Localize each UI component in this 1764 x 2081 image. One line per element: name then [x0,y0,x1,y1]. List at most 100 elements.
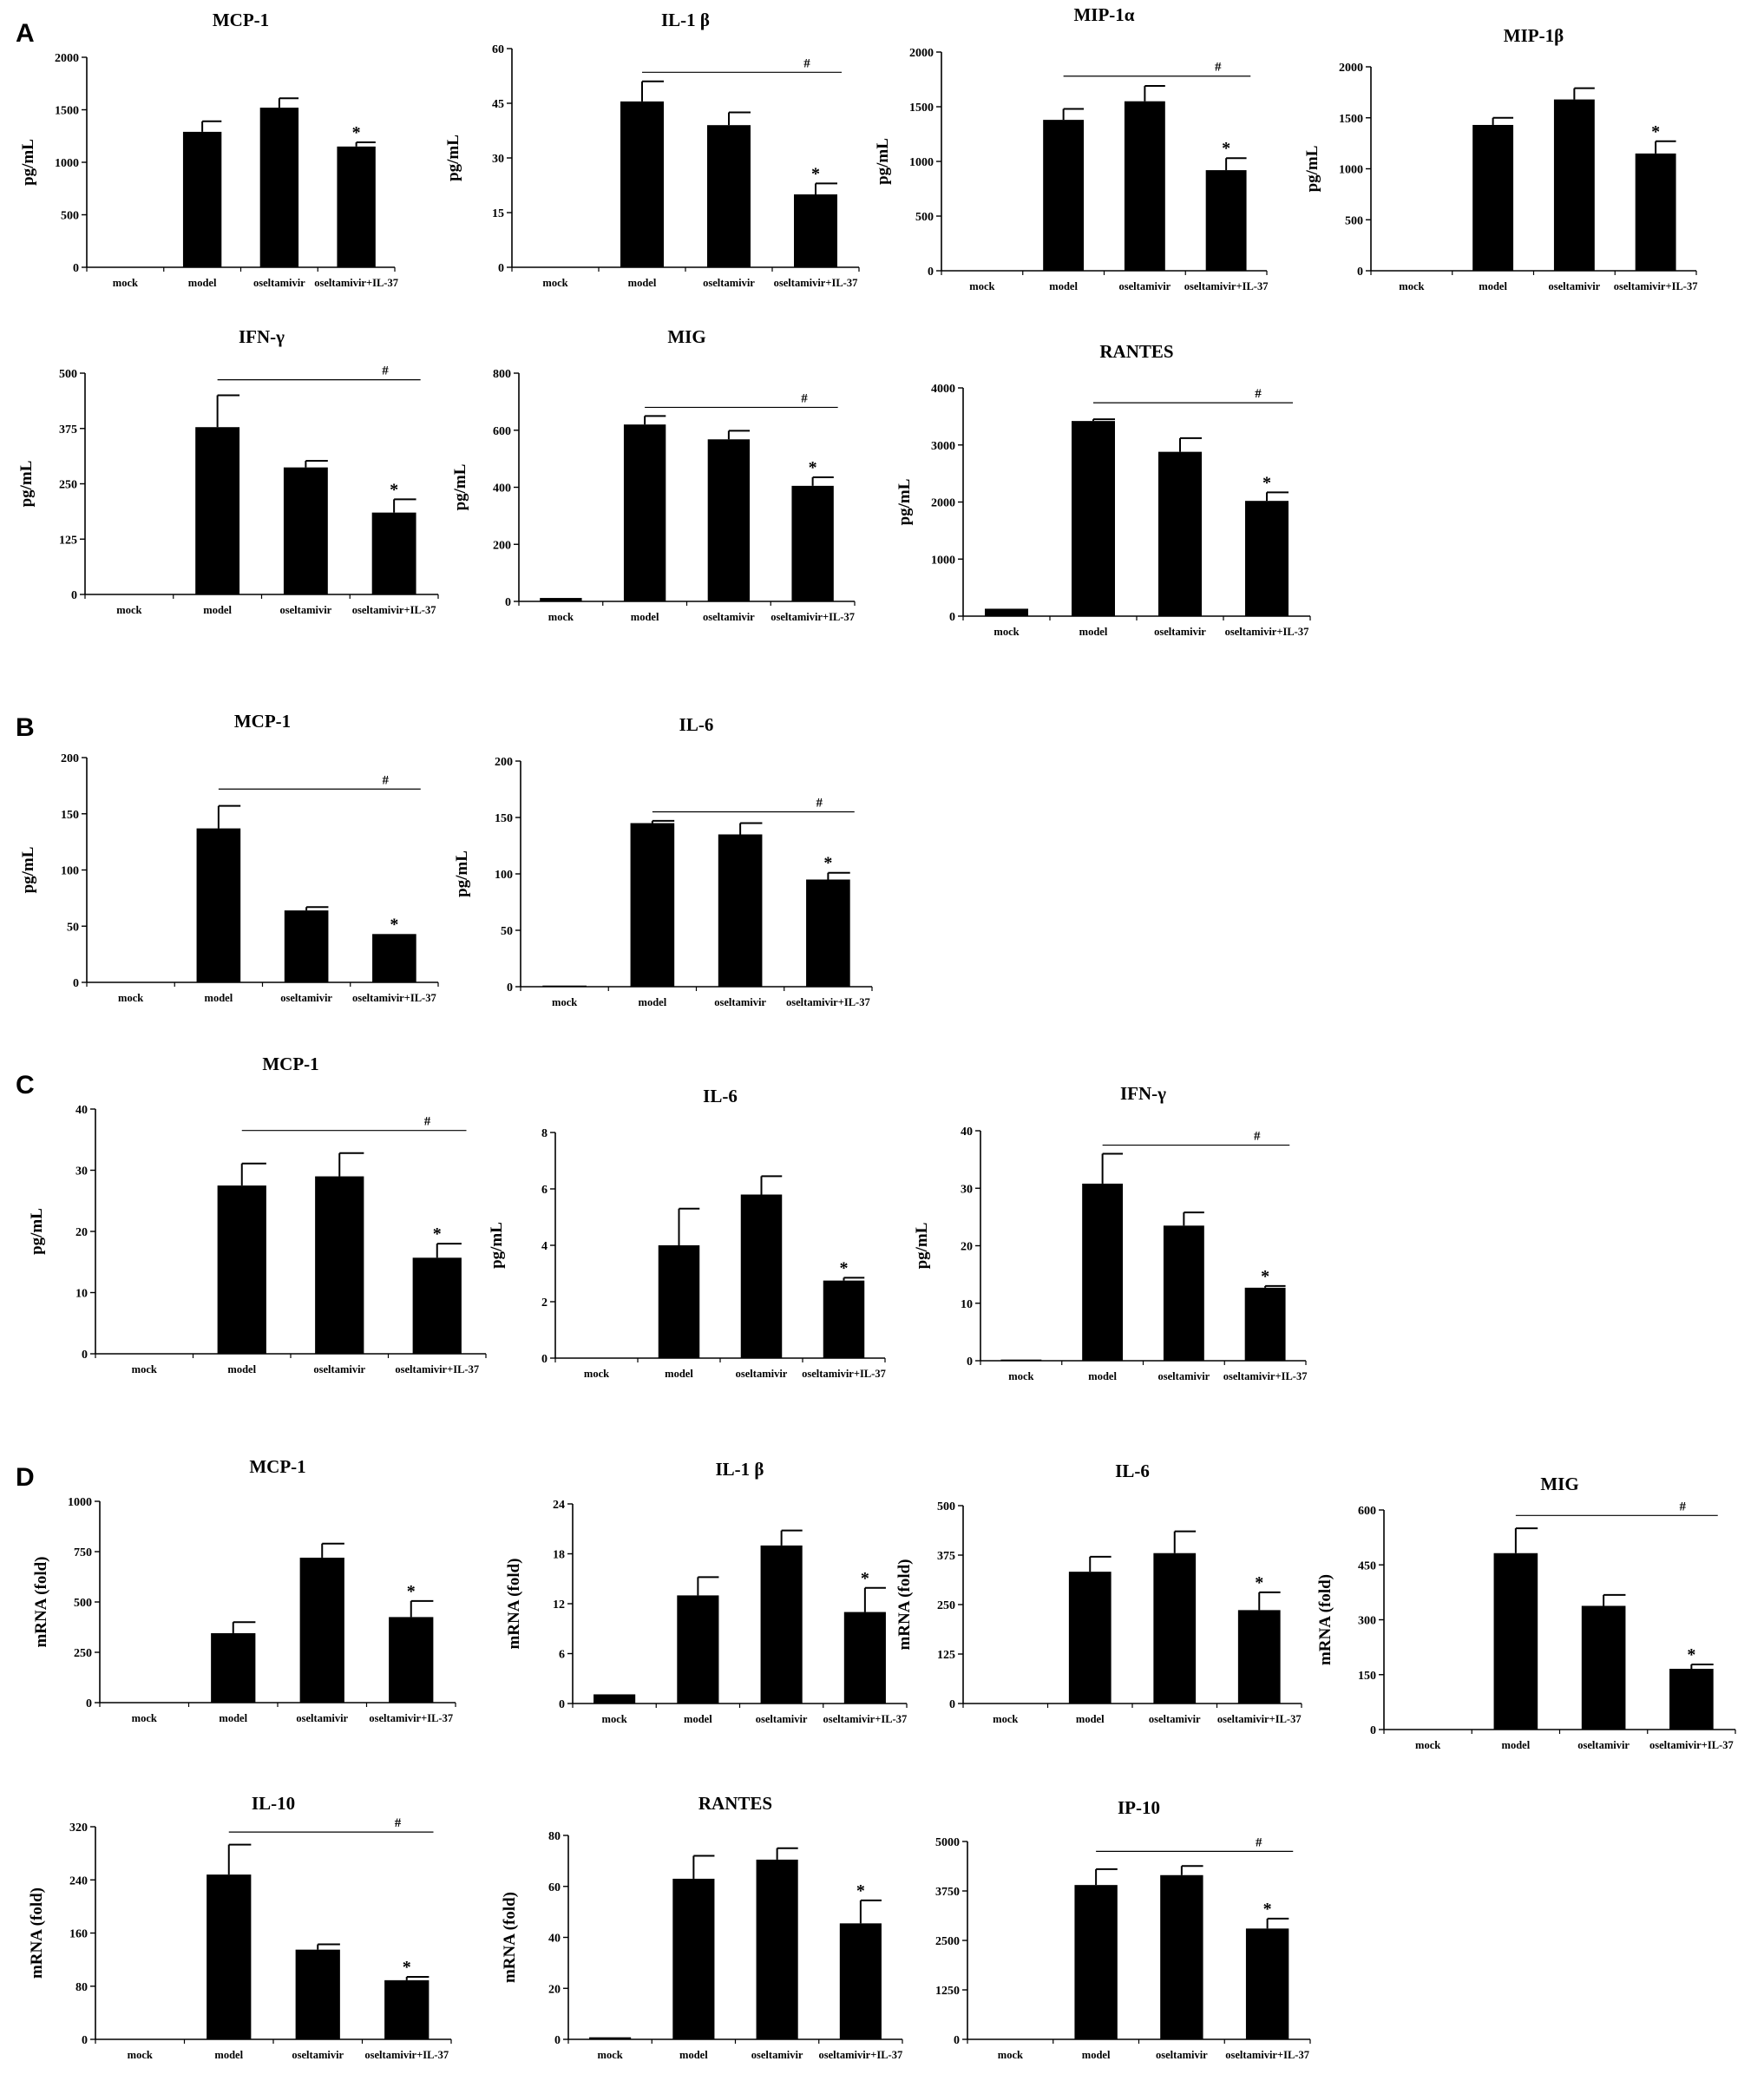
chart-1-mcp-1-category-label: oseltamivir [253,277,305,289]
chart-4-mip-1-category-label: model [1479,280,1507,292]
chart-1-mcp-1-category-label: oseltamivir+IL-37 [314,277,398,289]
chart-13-mcp-1-significance-star: * [407,1582,416,1601]
chart-6-mig-category-label: oseltamivir+IL-37 [771,611,855,623]
chart-12-ifn-category-label: oseltamivir [1158,1370,1210,1382]
chart-10-mcp-1-ylabel: pg/mL [28,1208,46,1255]
chart-1-mcp-1-ytick-label: 1000 [55,157,79,170]
chart-13-mcp-1-title: MCP-1 [249,1456,305,1477]
chart-10-mcp-1-bar-model [217,1185,266,1354]
chart-13-mcp-1-ytick-label: 250 [74,1647,92,1660]
chart-18-rantes-significance-star: * [856,1881,865,1900]
chart-5-ifn-bar-oseltamivir [283,467,328,594]
chart-5-ifn-ytick-label: 125 [59,534,77,547]
chart-14-il-1-significance-star: * [861,1569,869,1588]
chart-2-il-1-bar-oseltamivir [707,125,751,267]
chart-13-mcp-1-ytick-label: 500 [74,1597,92,1610]
chart-18-rantes-category-label: mock [598,2049,623,2061]
chart-7-rantes-ytick-label: 3000 [931,440,955,453]
chart-8-mcp-1-hash-mark: # [383,773,390,787]
chart-1-mcp-1-ytick-label: 0 [73,262,79,275]
chart-9-il-6-bar-model [630,823,675,987]
chart-10-mcp-1-category-label: mock [132,1363,157,1375]
chart-4-mip-1-category-label: oseltamivir+IL-37 [1614,280,1698,292]
chart-18-rantes-ytick-label: 40 [548,1933,561,1946]
chart-18-rantes-category-label: oseltamivir [751,2049,803,2061]
chart-5-ifn-bar-model [195,427,240,594]
chart-15-il-6-category-label: model [1076,1713,1105,1725]
chart-10-mcp-1-ytick-label: 30 [75,1165,88,1178]
chart-2-il-1-ytick-label: 15 [492,207,504,220]
chart-4-mip-1: MIP-1β pg/mL 0 500 1000 1500 2000 mock model osel… [1303,25,1697,292]
chart-16-mig-category-label: oseltamivir [1577,1739,1630,1751]
chart-3-mip-1-category-label: mock [969,280,994,292]
chart-14-il-1-ytick-label: 24 [553,1499,565,1512]
chart-2-il-1-title: IL-1 β [661,10,710,30]
chart-9-il-6-ytick-label: 0 [507,981,513,995]
chart-2-il-1-category-label: oseltamivir+IL-37 [774,277,858,289]
chart-7-rantes: RANTES pg/mL 0 1000 2000 3000 4000 mock model ose… [895,341,1311,638]
chart-7-rantes-category-label: oseltamivir+IL-37 [1225,626,1309,638]
chart-12-ifn-category-label: oseltamivir+IL-37 [1223,1370,1308,1382]
chart-14-il-1-ylabel: mRNA (fold) [505,1558,523,1649]
chart-7-rantes-hash-mark: # [1255,387,1262,401]
chart-5-ifn-ylabel: pg/mL [17,461,36,508]
chart-8-mcp-1-category-label: mock [118,992,143,1004]
chart-3-mip-1-ytick-label: 1000 [909,156,934,169]
chart-9-il-6-bar-oseltamivir [718,834,763,987]
chart-16-mig-significance-star: * [1687,1645,1695,1664]
chart-17-il-10-category-label: model [214,2049,243,2061]
chart-14-il-1-ytick-label: 18 [553,1549,565,1562]
chart-8-mcp-1-ytick-label: 150 [61,809,79,822]
chart-19-ip-10-category-label: model [1082,2049,1111,2061]
chart-11-il-6-category-label: oseltamivir+IL-37 [802,1368,886,1380]
chart-16-mig-ytick-label: 600 [1358,1505,1376,1518]
chart-8-mcp-1-ytick-label: 200 [61,752,79,765]
chart-9-il-6-ytick-label: 150 [495,812,513,825]
chart-13-mcp-1-ytick-label: 1000 [68,1496,92,1509]
chart-3-mip-1-bar-oseltamivir [1124,101,1165,271]
chart-4-mip-1-category-label: oseltamivir [1549,280,1601,292]
chart-5-ifn-ytick-label: 0 [71,589,77,602]
chart-8-mcp-1-ytick-label: 100 [61,865,79,878]
chart-11-il-6-bar-oseltamivir-il-37 [823,1280,865,1358]
chart-5-ifn-category-label: oseltamivir [280,604,332,616]
chart-18-rantes-ylabel: mRNA (fold) [501,1892,519,1983]
chart-16-mig-bar-oseltamivir-il-37 [1669,1669,1714,1730]
chart-18-rantes-ytick-label: 0 [554,2034,561,2047]
chart-16-mig-category-label: model [1502,1739,1531,1751]
chart-13-mcp-1-category-label: model [219,1712,247,1724]
chart-17-il-10-significance-star: * [403,1958,411,1977]
chart-9-il-6-category-label: oseltamivir [714,996,766,1008]
chart-2-il-1-ytick-label: 45 [492,98,504,111]
chart-1-mcp-1-bar-oseltamivir [259,108,299,267]
chart-10-mcp-1-category-label: model [227,1363,256,1375]
chart-16-mig-bar-model [1493,1553,1538,1730]
chart-16-mig-hash-mark: # [1680,1500,1687,1513]
chart-19-ip-10-significance-star: * [1263,1900,1272,1919]
chart-14-il-1-title: IL-1 β [716,1459,764,1480]
chart-13-mcp-1-bar-oseltamivir-il-37 [389,1617,434,1703]
chart-11-il-6-category-label: model [665,1368,693,1380]
chart-18-rantes-bar-mock [589,2037,632,2039]
chart-7-rantes-bar-oseltamivir [1158,451,1202,616]
chart-7-rantes-ytick-label: 2000 [931,497,955,510]
chart-12-ifn-ytick-label: 30 [961,1183,973,1196]
chart-11-il-6-ylabel: pg/mL [488,1222,506,1269]
chart-13-mcp-1-ylabel: mRNA (fold) [32,1556,50,1647]
chart-17-il-10-title: IL-10 [252,1793,295,1814]
chart-6-mig-bar-oseltamivir-il-37 [791,485,834,601]
chart-4-mip-1-ytick-label: 500 [1345,214,1363,227]
chart-10-mcp-1-category-label: oseltamivir [313,1363,365,1375]
chart-19-ip-10-ytick-label: 3750 [935,1886,960,1899]
chart-19-ip-10-title: IP-10 [1118,1797,1160,1818]
chart-9-il-6-bar-mock [542,985,587,987]
chart-13-mcp-1-category-label: mock [132,1712,157,1724]
panel-label-b: B [16,713,35,742]
chart-2-il-1-bar-oseltamivir-il-37 [794,194,837,267]
chart-9-il-6: IL-6 pg/mL 0 50 100 150 200 mock model oseltamivi… [453,714,873,1008]
chart-16-mig-ylabel: mRNA (fold) [1316,1574,1334,1665]
chart-17-il-10-ytick-label: 80 [75,1981,88,1994]
chart-11-il-6-title: IL-6 [703,1086,738,1106]
